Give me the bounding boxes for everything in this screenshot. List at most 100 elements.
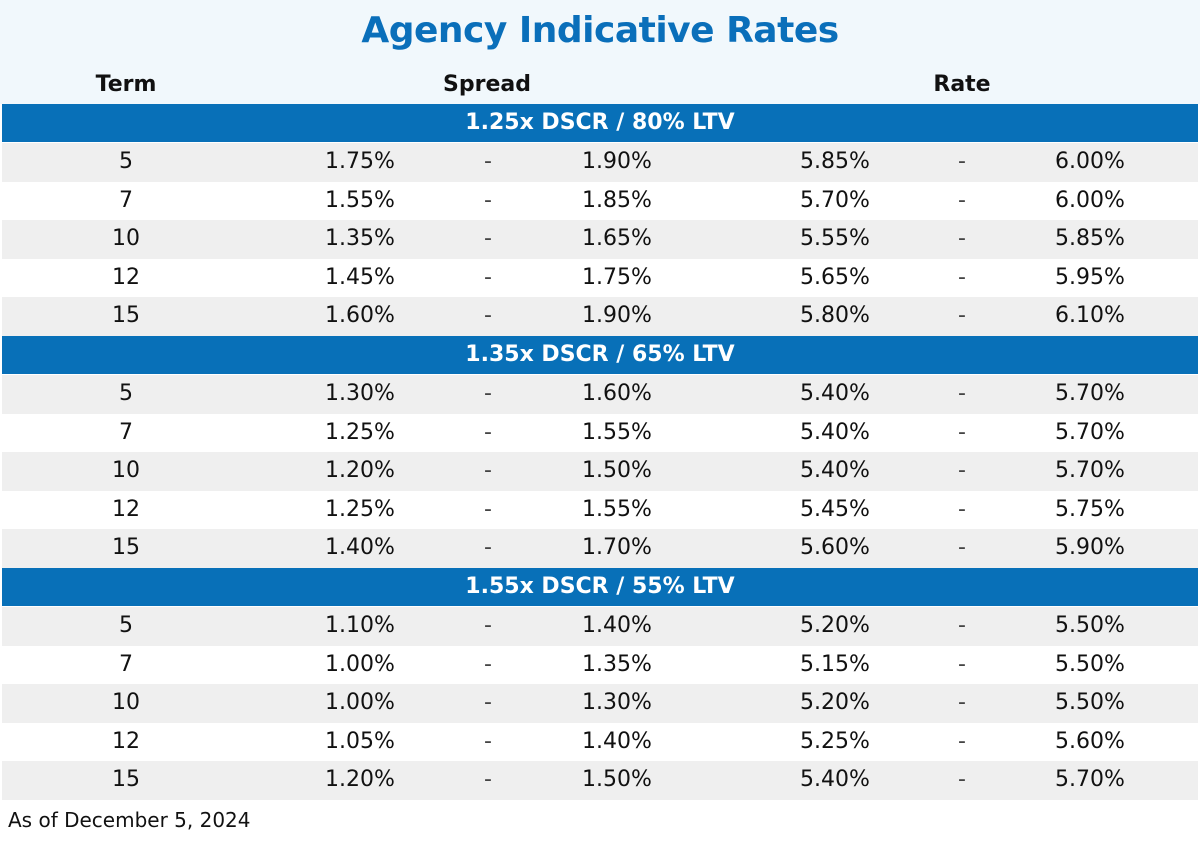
range-separator: -	[484, 728, 492, 754]
cell-spread-high: 1.50%	[582, 458, 652, 484]
cell-rate-low: 5.70%	[800, 187, 870, 213]
cell-spread-low: 1.75%	[325, 149, 395, 174]
cell-spread-low: 1.25%	[325, 496, 395, 522]
cell-spread-high: 1.30%	[582, 690, 652, 716]
cell-rate-low: 5.85%	[800, 149, 870, 174]
table-row: 12 1.45% - 1.75% 5.65% - 5.95%	[2, 259, 1198, 298]
cell-term: 5	[119, 380, 133, 406]
column-header-rate: Rate	[933, 72, 991, 97]
table-row: 7 1.25% - 1.55% 5.40% - 5.70%	[2, 414, 1198, 453]
cell-rate-low: 5.20%	[800, 612, 870, 638]
table-row: 5 1.30% - 1.60% 5.40% - 5.70%	[2, 374, 1198, 414]
cell-term: 15	[112, 535, 140, 561]
cell-spread-high: 1.40%	[582, 728, 652, 754]
cell-spread-low: 1.45%	[325, 264, 395, 290]
range-separator: -	[958, 651, 966, 677]
table-header: Agency Indicative Rates Term Spread Rate	[0, 0, 1200, 104]
cell-rate-high: 5.70%	[1055, 767, 1125, 793]
table-row: 5 1.10% - 1.40% 5.20% - 5.50%	[2, 606, 1198, 646]
cell-term: 15	[112, 303, 140, 329]
cell-spread-low: 1.30%	[325, 380, 395, 406]
cell-spread-high: 1.85%	[582, 187, 652, 213]
cell-rate-low: 5.40%	[800, 419, 870, 445]
range-separator: -	[958, 458, 966, 484]
group-band: 1.35x DSCR / 65% LTV	[2, 335, 1198, 374]
cell-rate-high: 6.10%	[1055, 303, 1125, 329]
cell-rate-low: 5.40%	[800, 458, 870, 484]
cell-rate-high: 5.95%	[1055, 264, 1125, 290]
cell-spread-low: 1.35%	[325, 226, 395, 252]
as-of-date: As of December 5, 2024	[8, 808, 251, 832]
range-separator: -	[484, 496, 492, 522]
range-separator: -	[484, 303, 492, 329]
cell-rate-high: 5.90%	[1055, 535, 1125, 561]
range-separator: -	[958, 264, 966, 290]
range-separator: -	[958, 187, 966, 213]
cell-spread-high: 1.55%	[582, 496, 652, 522]
cell-rate-high: 5.70%	[1055, 380, 1125, 406]
range-separator: -	[484, 149, 492, 174]
range-separator: -	[484, 226, 492, 252]
cell-term: 7	[119, 651, 133, 677]
cell-rate-high: 5.70%	[1055, 458, 1125, 484]
table-row: 15 1.20% - 1.50% 5.40% - 5.70%	[2, 761, 1198, 800]
cell-spread-low: 1.55%	[325, 187, 395, 213]
cell-rate-high: 5.60%	[1055, 728, 1125, 754]
cell-term: 5	[119, 149, 133, 174]
range-separator: -	[484, 264, 492, 290]
table-row: 12 1.05% - 1.40% 5.25% - 5.60%	[2, 723, 1198, 762]
group-band: 1.55x DSCR / 55% LTV	[2, 567, 1198, 606]
range-separator: -	[958, 767, 966, 793]
table-row: 7 1.55% - 1.85% 5.70% - 6.00%	[2, 182, 1198, 221]
column-header-spread: Spread	[443, 72, 531, 97]
group-band: 1.25x DSCR / 80% LTV	[2, 104, 1198, 142]
cell-rate-low: 5.15%	[800, 651, 870, 677]
range-separator: -	[958, 303, 966, 329]
cell-spread-low: 1.60%	[325, 303, 395, 329]
range-separator: -	[484, 458, 492, 484]
cell-spread-low: 1.20%	[325, 458, 395, 484]
cell-spread-high: 1.90%	[582, 149, 652, 174]
cell-spread-high: 1.75%	[582, 264, 652, 290]
cell-spread-low: 1.20%	[325, 767, 395, 793]
range-separator: -	[484, 612, 492, 638]
cell-term: 12	[112, 728, 140, 754]
cell-spread-low: 1.05%	[325, 728, 395, 754]
range-separator: -	[958, 419, 966, 445]
cell-rate-low: 5.55%	[800, 226, 870, 252]
range-separator: -	[484, 187, 492, 213]
cell-rate-high: 5.50%	[1055, 651, 1125, 677]
table-row: 10 1.00% - 1.30% 5.20% - 5.50%	[2, 684, 1198, 723]
cell-spread-low: 1.25%	[325, 419, 395, 445]
cell-rate-low: 5.65%	[800, 264, 870, 290]
cell-rate-high: 5.85%	[1055, 226, 1125, 252]
cell-term: 15	[112, 767, 140, 793]
cell-spread-high: 1.40%	[582, 612, 652, 638]
cell-spread-high: 1.50%	[582, 767, 652, 793]
table-row: 15 1.40% - 1.70% 5.60% - 5.90%	[2, 529, 1198, 568]
range-separator: -	[484, 651, 492, 677]
cell-rate-low: 5.25%	[800, 728, 870, 754]
cell-spread-high: 1.65%	[582, 226, 652, 252]
table-row: 5 1.75% - 1.90% 5.85% - 6.00%	[2, 143, 1198, 182]
cell-spread-high: 1.90%	[582, 303, 652, 329]
cell-spread-high: 1.60%	[582, 380, 652, 406]
page-title: Agency Indicative Rates	[361, 10, 839, 51]
range-separator: -	[484, 767, 492, 793]
range-separator: -	[958, 226, 966, 252]
cell-rate-low: 5.40%	[800, 380, 870, 406]
cell-rate-low: 5.20%	[800, 690, 870, 716]
cell-term: 7	[119, 187, 133, 213]
cell-rate-low: 5.45%	[800, 496, 870, 522]
cell-rate-low: 5.40%	[800, 767, 870, 793]
cell-term: 12	[112, 264, 140, 290]
range-separator: -	[484, 419, 492, 445]
cell-spread-low: 1.40%	[325, 535, 395, 561]
cell-term: 7	[119, 419, 133, 445]
cell-spread-high: 1.70%	[582, 535, 652, 561]
rates-table: 1.25x DSCR / 80% LTV 5 1.75% - 1.90% 5.85% - 6.…	[2, 104, 1198, 800]
range-separator: -	[484, 535, 492, 561]
column-header-term: Term	[95, 72, 157, 97]
cell-term: 10	[112, 226, 140, 252]
range-separator: -	[958, 496, 966, 522]
